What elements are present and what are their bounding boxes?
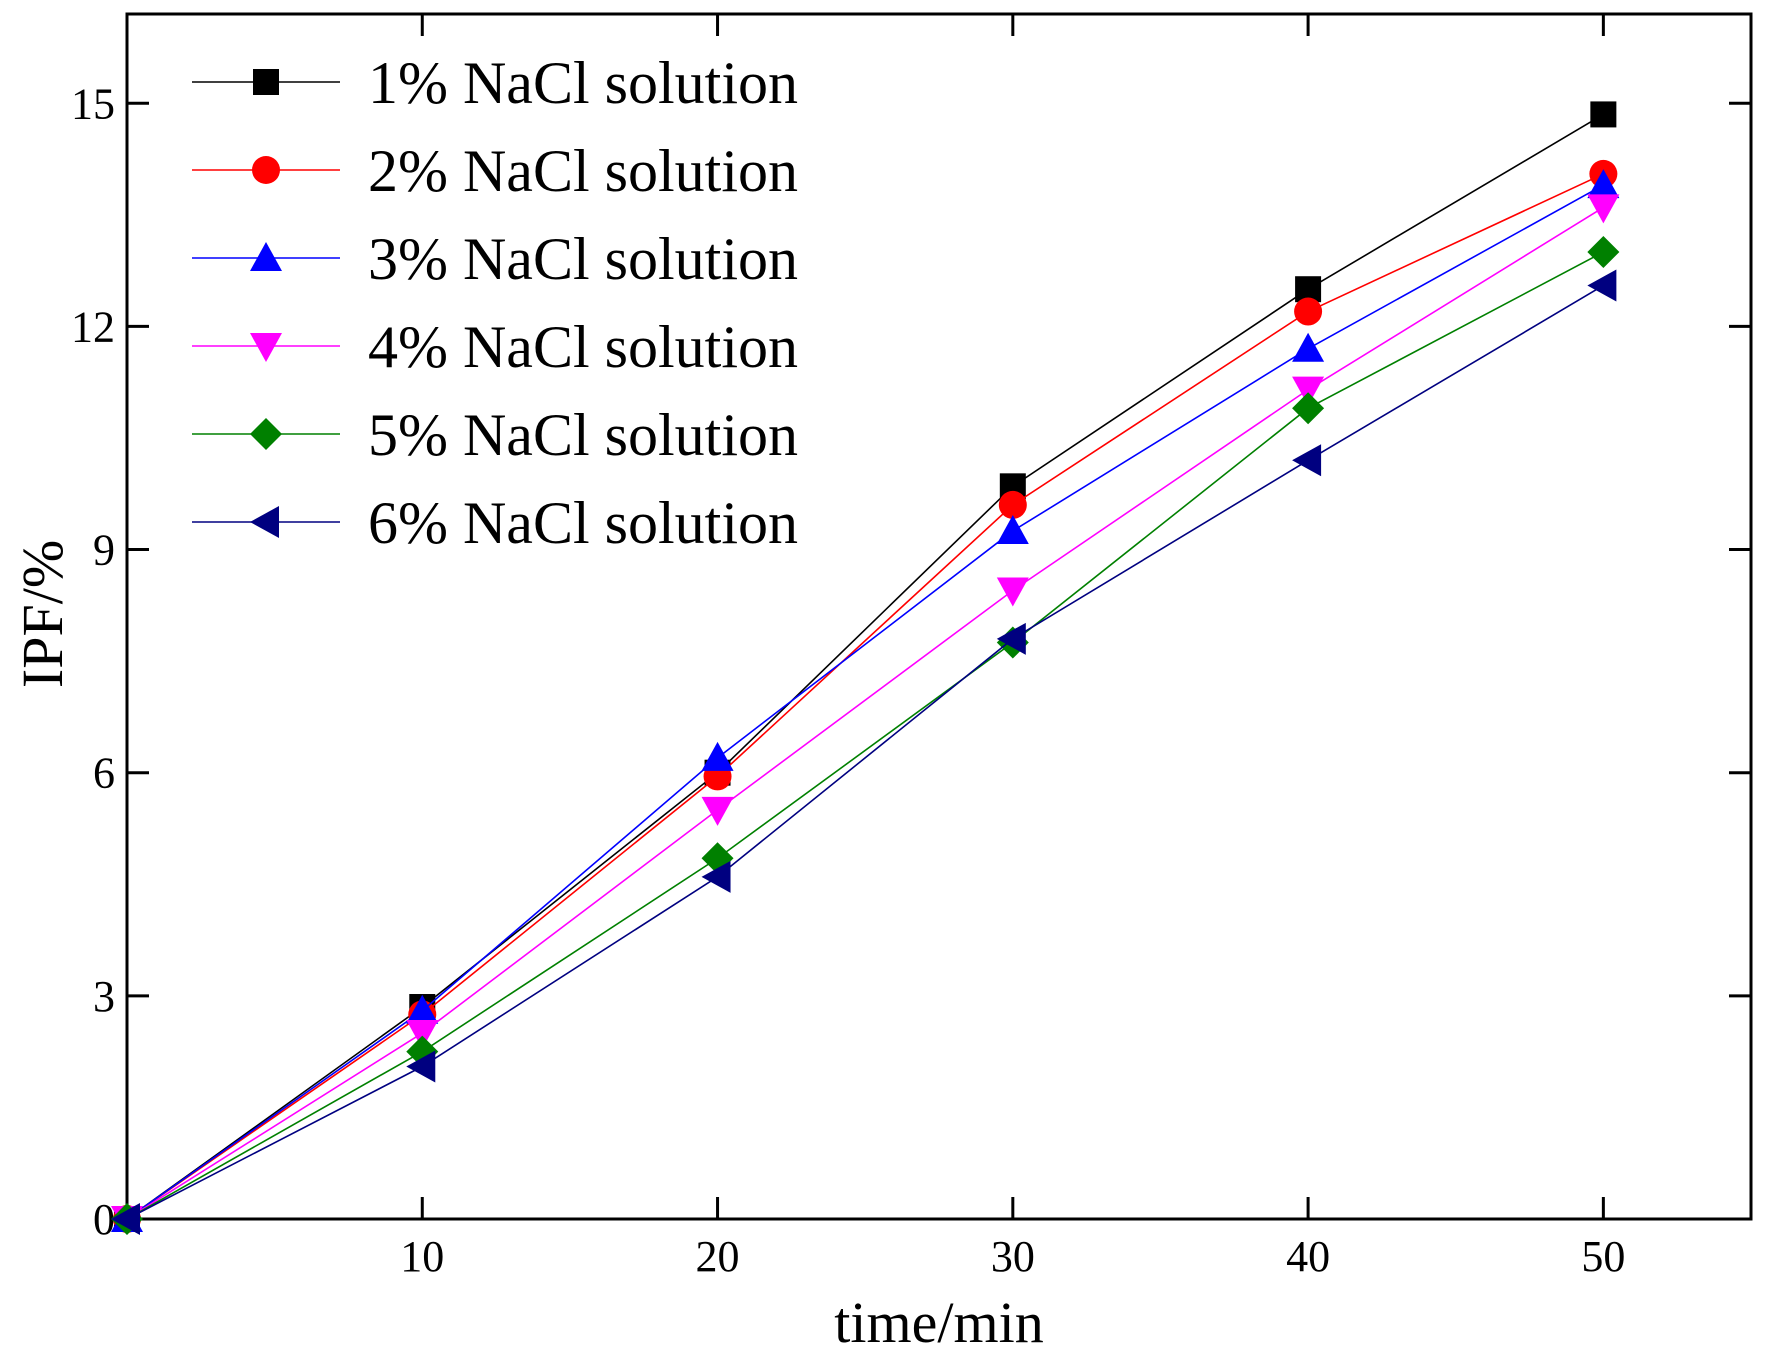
legend-marker — [250, 506, 279, 538]
y-tick-label: 0 — [93, 1195, 115, 1244]
series-3 — [111, 169, 1620, 1232]
data-point — [406, 1020, 439, 1050]
legend-item: 5% NaCl solution — [192, 402, 798, 468]
data-point — [1587, 269, 1617, 302]
legend-label: 3% NaCl solution — [368, 226, 798, 292]
data-point — [1292, 392, 1325, 425]
series-line — [126, 206, 1604, 1220]
x-tick-label: 10 — [400, 1232, 444, 1281]
data-point — [1587, 194, 1620, 224]
data-point — [701, 860, 731, 893]
series-6 — [111, 269, 1617, 1235]
y-tick-label: 12 — [71, 302, 115, 351]
data-point — [1292, 444, 1322, 477]
data-point — [406, 994, 439, 1024]
data-point — [996, 514, 1029, 544]
data-point — [701, 796, 734, 826]
x-axis-title: time/min — [834, 1290, 1043, 1345]
legend-item: 2% NaCl solution — [192, 138, 798, 204]
data-point — [996, 622, 1026, 655]
data-point — [1590, 101, 1617, 128]
y-tick-label: 9 — [93, 526, 115, 575]
data-point — [1292, 332, 1325, 362]
x-tick-label: 50 — [1581, 1232, 1625, 1281]
legend-item: 3% NaCl solution — [192, 226, 798, 292]
x-tick-label: 20 — [696, 1232, 740, 1281]
legend-marker — [252, 156, 280, 184]
data-point — [1294, 297, 1323, 326]
series-line — [126, 251, 1604, 1220]
legend-label: 4% NaCl solution — [368, 314, 798, 380]
legend-marker — [253, 69, 279, 95]
data-point — [1292, 376, 1325, 406]
y-tick-label: 15 — [71, 79, 115, 128]
data-point — [701, 741, 734, 771]
y-axis: 0 3 6 9 12 15 — [71, 79, 1751, 1244]
data-point — [111, 1203, 140, 1235]
legend-item: 4% NaCl solution — [192, 314, 798, 380]
series-layer — [111, 101, 1620, 1235]
legend-item: 6% NaCl solution — [192, 490, 798, 556]
plot-frame — [125, 12, 1753, 1221]
legend-label: 6% NaCl solution — [368, 490, 798, 556]
legend-item: 1% NaCl solution — [192, 50, 798, 116]
series-line — [126, 173, 1604, 1220]
legend-marker — [250, 242, 282, 271]
data-point — [406, 1050, 436, 1083]
y-tick-label: 6 — [93, 749, 115, 798]
x-tick-label: 40 — [1286, 1232, 1330, 1281]
data-point — [1587, 169, 1620, 199]
legend-marker — [250, 333, 282, 362]
data-point — [998, 490, 1027, 519]
legend: 1% NaCl solution 2% NaCl solution 3% NaCl … — [192, 50, 798, 556]
y-axis-title: IPF/% — [10, 540, 75, 688]
data-point — [996, 577, 1029, 607]
series-line — [126, 184, 1604, 1220]
legend-label: 1% NaCl solution — [368, 50, 798, 116]
series-line — [126, 113, 1604, 1220]
x-axis: 10 20 30 40 50 — [400, 14, 1625, 1281]
legend-label: 2% NaCl solution — [368, 138, 798, 204]
legend-marker — [250, 418, 282, 450]
y-tick-label: 3 — [93, 972, 115, 1021]
data-point — [1587, 236, 1620, 269]
x-tick-label: 30 — [991, 1232, 1035, 1281]
series-line — [126, 284, 1604, 1220]
legend-label: 5% NaCl solution — [368, 402, 798, 468]
